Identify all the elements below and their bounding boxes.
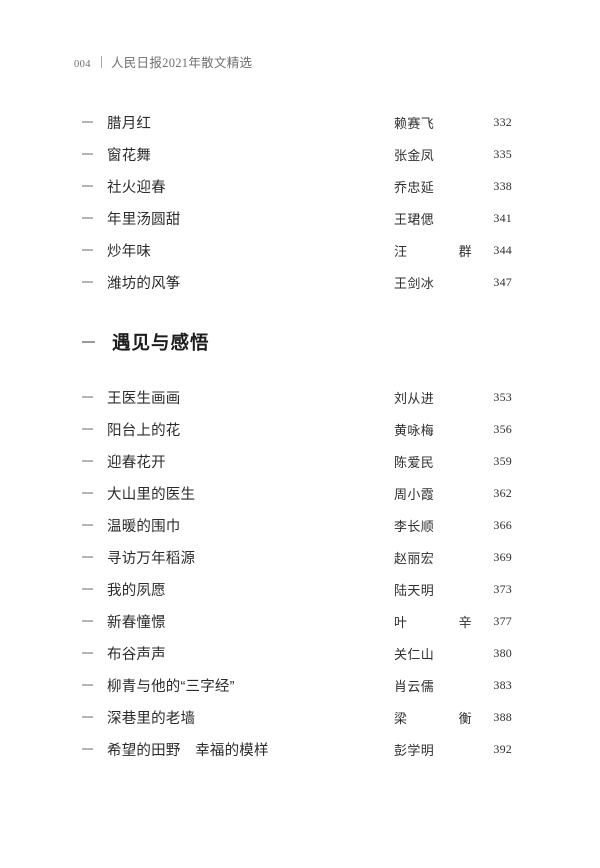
entry-author: 周小霞 xyxy=(394,486,435,502)
entry-dash-icon xyxy=(82,748,93,750)
entry-dash-icon xyxy=(82,396,93,398)
entry-title[interactable]: 潍坊的风筝 xyxy=(107,275,181,292)
entry-page-number[interactable]: 344 xyxy=(493,242,512,257)
book-title: 人民日报2021年散文精选 xyxy=(110,56,253,70)
entry-author: 王珺偲 xyxy=(394,211,435,227)
toc-entry-row[interactable]: 炒年味 汪群 344 xyxy=(0,234,600,266)
entry-dash-icon xyxy=(82,652,93,654)
entry-dash-icon xyxy=(82,153,93,155)
entry-dash-icon xyxy=(82,121,93,123)
entry-author: 赖赛飞 xyxy=(394,115,435,131)
page-folio-number: 004 xyxy=(74,59,91,70)
entry-page-number[interactable]: 366 xyxy=(493,517,512,532)
entry-title[interactable]: 大山里的医生 xyxy=(107,486,196,503)
toc-entry-row[interactable]: 腊月红 赖赛飞 332 xyxy=(0,106,600,138)
toc-entry-row[interactable]: 布谷声声 关仁山 380 xyxy=(0,637,600,669)
entry-title[interactable]: 希望的田野 幸福的模样 xyxy=(107,742,269,759)
entry-author: 刘从进 xyxy=(394,390,435,406)
entry-dash-icon xyxy=(82,249,93,251)
entry-dash-icon xyxy=(82,281,93,283)
entry-dash-icon xyxy=(82,428,93,430)
toc-content: 腊月红 赖赛飞 332 窗花舞 张金凤 335 社火迎春 乔忠延 338 年里汤圆甜 王珺偲 341 炒… xyxy=(0,106,600,765)
entry-author: 肖云儒 xyxy=(394,678,435,694)
entry-author: 李长顺 xyxy=(394,518,435,534)
toc-entry-row[interactable]: 温暖的围巾 李长顺 366 xyxy=(0,509,600,541)
entry-title[interactable]: 新春憧憬 xyxy=(107,614,166,631)
toc-entry-row[interactable]: 年里汤圆甜 王珺偲 341 xyxy=(0,202,600,234)
entry-page-number[interactable]: 359 xyxy=(493,453,512,468)
entry-dash-icon xyxy=(82,185,93,187)
toc-entry-row[interactable]: 新春憧憬 叶辛 377 xyxy=(0,605,600,637)
toc-entry-row[interactable]: 潍坊的风筝 王剑冰 347 xyxy=(0,266,600,298)
entry-author: 陈爱民 xyxy=(394,454,435,470)
entry-title[interactable]: 深巷里的老墙 xyxy=(107,710,196,727)
entry-author: 王剑冰 xyxy=(394,275,435,291)
toc-entry-row[interactable]: 窗花舞 张金凤 335 xyxy=(0,138,600,170)
entry-dash-icon xyxy=(82,524,93,526)
entry-dash-icon xyxy=(82,588,93,590)
entry-page-number[interactable]: 388 xyxy=(493,709,512,724)
entry-page-number[interactable]: 356 xyxy=(493,421,512,436)
entry-author: 黄咏梅 xyxy=(394,422,435,438)
entry-title[interactable]: 年里汤圆甜 xyxy=(107,211,181,228)
toc-entry-row[interactable]: 我的夙愿 陆天明 373 xyxy=(0,573,600,605)
toc-entry-row[interactable]: 寻访万年稻源 赵丽宏 369 xyxy=(0,541,600,573)
toc-entry-row[interactable]: 大山里的医生 周小霞 362 xyxy=(0,477,600,509)
entry-page-number[interactable]: 335 xyxy=(493,146,512,161)
entry-title[interactable]: 王医生画画 xyxy=(107,390,181,407)
section-heading: 遇见与感悟 xyxy=(0,325,600,359)
entry-title[interactable]: 社火迎春 xyxy=(107,179,166,196)
entry-page-number[interactable]: 392 xyxy=(493,741,512,756)
toc-entry-row[interactable]: 阳台上的花 黄咏梅 356 xyxy=(0,413,600,445)
entry-title[interactable]: 寻访万年稻源 xyxy=(107,550,196,567)
entry-page-number[interactable]: 341 xyxy=(493,210,512,225)
entry-page-number[interactable]: 347 xyxy=(493,274,512,289)
entry-author: 关仁山 xyxy=(394,646,435,662)
entry-page-number[interactable]: 332 xyxy=(493,114,512,129)
toc-entry-row[interactable]: 深巷里的老墙 梁衡 388 xyxy=(0,701,600,733)
entry-title[interactable]: 布谷声声 xyxy=(107,646,166,663)
entry-dash-icon xyxy=(82,556,93,558)
entry-page-number[interactable]: 369 xyxy=(493,549,512,564)
entry-page-number[interactable]: 353 xyxy=(493,389,512,404)
entry-title[interactable]: 窗花舞 xyxy=(107,147,152,164)
entry-dash-icon xyxy=(82,217,93,219)
entry-dash-icon xyxy=(82,460,93,462)
entry-page-number[interactable]: 380 xyxy=(493,645,512,660)
entry-title[interactable]: 炒年味 xyxy=(107,243,152,260)
section-dash-icon xyxy=(82,341,95,343)
section-heading-label: 遇见与感悟 xyxy=(112,332,210,353)
entry-author: 陆天明 xyxy=(394,582,435,598)
entry-page-number[interactable]: 377 xyxy=(493,613,512,628)
entry-page-number[interactable]: 338 xyxy=(493,178,512,193)
toc-entry-row[interactable]: 希望的田野 幸福的模样 彭学明 392 xyxy=(0,733,600,765)
entry-title[interactable]: 我的夙愿 xyxy=(107,582,166,599)
toc-entry-row[interactable]: 社火迎春 乔忠延 338 xyxy=(0,170,600,202)
entry-page-number[interactable]: 373 xyxy=(493,581,512,596)
toc-entry-row[interactable]: 柳青与他的“三字经” 肖云儒 383 xyxy=(0,669,600,701)
entry-title[interactable]: 迎春花开 xyxy=(107,454,166,471)
entry-author: 赵丽宏 xyxy=(394,550,435,566)
entry-page-number[interactable]: 362 xyxy=(493,485,512,500)
entry-title[interactable]: 腊月红 xyxy=(107,115,152,132)
header-divider-rule xyxy=(100,56,102,68)
entry-dash-icon xyxy=(82,620,93,622)
entry-author: 张金凤 xyxy=(394,147,435,163)
entry-author: 梁衡 xyxy=(394,710,472,726)
entry-author: 彭学明 xyxy=(394,742,435,758)
entry-author: 叶辛 xyxy=(394,614,472,630)
entry-page-number[interactable]: 383 xyxy=(493,677,512,692)
entry-title[interactable]: 阳台上的花 xyxy=(107,422,181,439)
toc-entry-row[interactable]: 王医生画画 刘从进 353 xyxy=(0,381,600,413)
entry-author: 汪群 xyxy=(394,243,472,259)
entry-dash-icon xyxy=(82,716,93,718)
entry-author: 乔忠延 xyxy=(394,179,435,195)
running-header: 004 人民日报2021年散文精选 xyxy=(74,52,252,71)
entry-dash-icon xyxy=(82,684,93,686)
entry-dash-icon xyxy=(82,492,93,494)
toc-entry-row[interactable]: 迎春花开 陈爱民 359 xyxy=(0,445,600,477)
entry-title[interactable]: 温暖的围巾 xyxy=(107,518,181,535)
entry-title[interactable]: 柳青与他的“三字经” xyxy=(107,678,235,695)
